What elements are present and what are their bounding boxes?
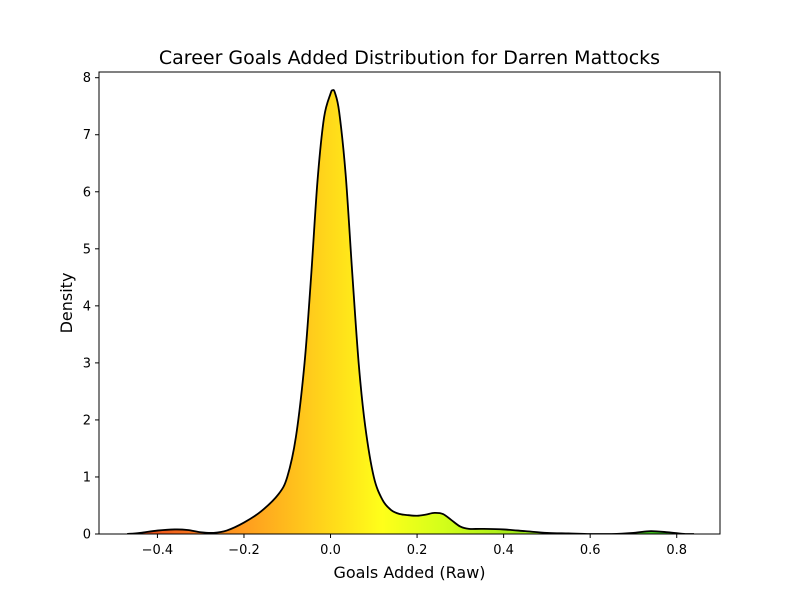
x-tick-label: 0.2 [407,543,428,558]
x-axis-label: Goals Added (Raw) [333,563,485,582]
y-tick-label: 6 [83,185,91,200]
x-tick-label: 0.0 [320,543,341,558]
x-tick-label: −0.4 [142,543,174,558]
plot-area [127,89,695,534]
chart-title: Career Goals Added Distribution for Darr… [159,47,660,69]
y-tick-label: 7 [83,128,91,143]
y-tick-label: 5 [83,242,91,257]
y-tick-label: 0 [83,528,91,543]
y-tick-label: 4 [83,299,91,314]
plot-frame [98,71,721,535]
y-tick-label: 2 [83,413,91,428]
x-tick-label: 0.6 [580,543,601,558]
x-tick-label: 0.4 [493,543,514,558]
density-line [127,89,695,534]
x-axis: −0.4 −0.2 0.0 0.2 0.4 0.6 0.8 [142,534,687,558]
y-axis-label: Density [57,273,76,334]
density-area [127,89,695,534]
y-tick-label: 1 [83,470,91,485]
y-tick-label: 3 [83,356,91,371]
x-tick-label: −0.2 [228,543,260,558]
y-tick-label: 8 [83,71,91,86]
x-tick-label: 0.8 [666,543,687,558]
y-axis: 0 1 2 3 4 5 6 7 8 [83,71,99,543]
